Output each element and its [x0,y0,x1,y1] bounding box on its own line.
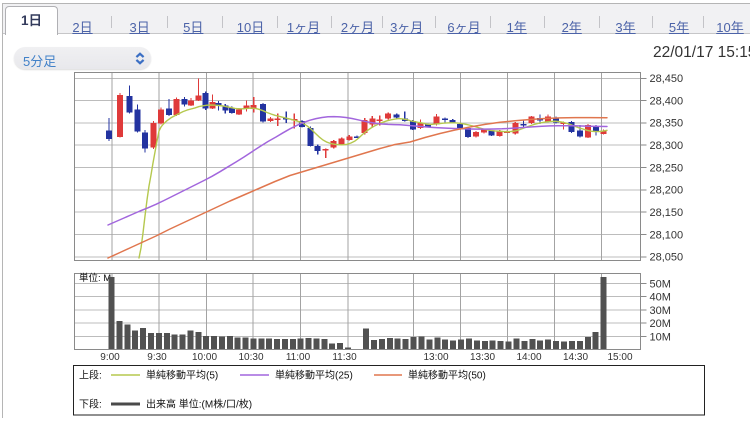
svg-text:28,300: 28,300 [650,140,684,152]
svg-text:28,050: 28,050 [650,252,684,264]
svg-text:28,250: 28,250 [650,162,684,174]
svg-text:単純移動平均(25): 単純移動平均(25) [275,369,353,382]
svg-text:単純移動平均(5): 単純移動平均(5) [146,369,218,382]
svg-text:50M: 50M [650,278,671,290]
svg-text:9:30: 9:30 [147,352,167,363]
svg-text:15:00: 15:00 [607,352,632,363]
svg-text:出来高 単位:(M株/口/枚): 出来高 単位:(M株/口/枚) [146,398,252,411]
svg-text:10:30: 10:30 [238,352,263,363]
svg-text:30M: 30M [650,305,671,317]
svg-text:11:00: 11:00 [286,352,311,363]
svg-text:単位: M: 単位: M [79,272,111,284]
svg-text:9:00: 9:00 [100,352,120,363]
svg-text:上段:: 上段: [79,369,102,382]
svg-text:20M: 20M [650,318,671,330]
svg-text:14:00: 14:00 [516,352,541,363]
svg-text:28,150: 28,150 [650,207,684,219]
svg-text:10:00: 10:00 [192,352,217,363]
svg-text:28,450: 28,450 [650,73,684,85]
svg-text:10M: 10M [650,331,671,343]
svg-text:28,350: 28,350 [650,118,684,130]
svg-text:28,200: 28,200 [650,185,684,197]
svg-text:14:30: 14:30 [563,352,588,363]
svg-text:11:30: 11:30 [332,352,357,363]
svg-text:40M: 40M [650,292,671,304]
svg-text:単純移動平均(50): 単純移動平均(50) [408,369,486,382]
svg-text:下段:: 下段: [79,398,102,411]
svg-text:28,100: 28,100 [650,229,684,241]
svg-text:28,400: 28,400 [650,95,684,107]
svg-text:13:00: 13:00 [423,352,448,363]
svg-text:13:30: 13:30 [470,352,495,363]
